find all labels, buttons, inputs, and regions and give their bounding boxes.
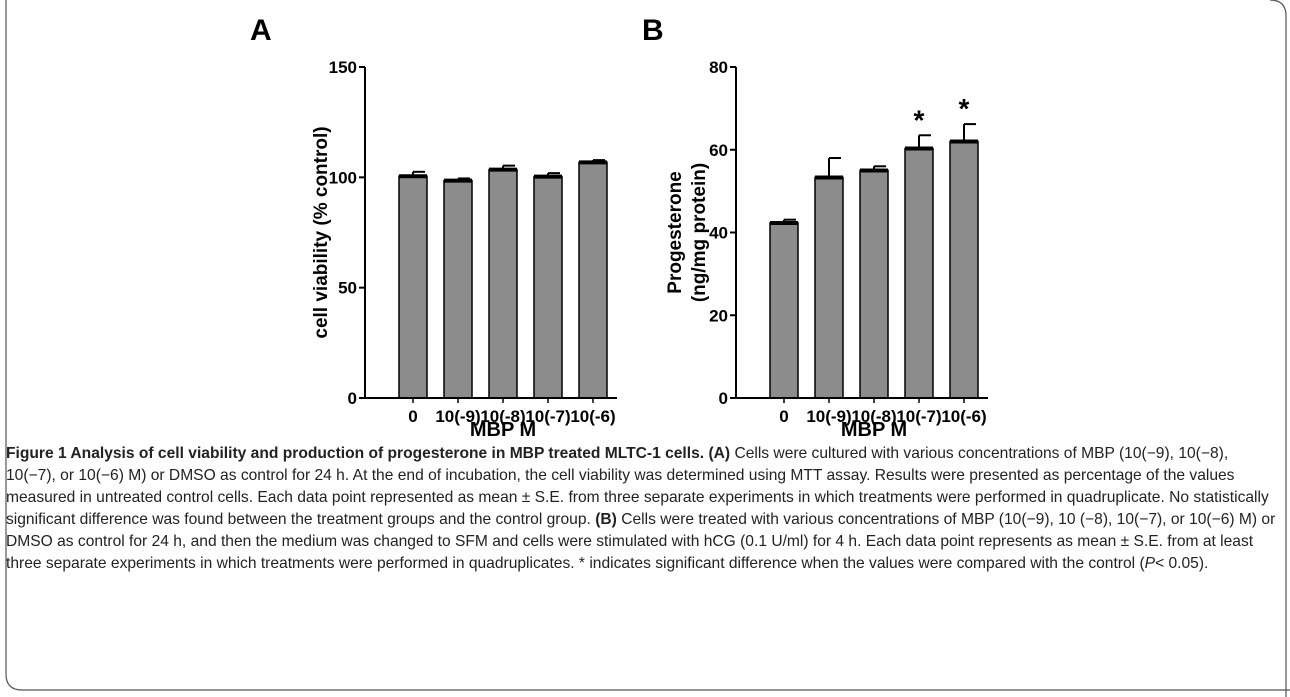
y-axis-title: (ng/mg protein) bbox=[689, 163, 710, 302]
x-axis-title: MBP M bbox=[841, 419, 907, 440]
chart-panel-a: A 0 10(-9) 10(-8) 10(-7) 10(-6) 0 50 100 150 cell … bbox=[250, 14, 617, 440]
y-tick-label: 100 bbox=[329, 168, 357, 187]
caption-part-a-text: Cells were cultured with various concent… bbox=[6, 445, 1269, 528]
y-tick-label: 150 bbox=[329, 58, 357, 77]
y-tick-label: 20 bbox=[709, 306, 728, 325]
bar bbox=[533, 175, 563, 399]
x-axis-title: MBP M bbox=[470, 419, 536, 440]
bar bbox=[859, 169, 889, 399]
y-tick-label: 0 bbox=[348, 389, 357, 408]
caption-part-a-label: (A) bbox=[708, 445, 731, 462]
bar bbox=[949, 140, 979, 399]
figure-caption: Figure 1 Analysis of cell viability and … bbox=[6, 443, 1276, 575]
bar bbox=[488, 168, 518, 399]
x-tick-label: 10(-8) bbox=[851, 407, 896, 426]
y-tick-label: 50 bbox=[338, 279, 357, 298]
x-tick-label: 10(-6) bbox=[570, 407, 615, 426]
y-tick-label: 80 bbox=[709, 58, 728, 77]
panel-letter: B bbox=[642, 14, 664, 47]
y-axis-title: cell viability (% control) bbox=[311, 126, 332, 338]
x-tick-label: 10(-6) bbox=[941, 407, 986, 426]
x-tick-label: 0 bbox=[408, 407, 417, 426]
significance-marker: * bbox=[959, 93, 970, 124]
caption-part-b-text: Cells were treated with various concentr… bbox=[6, 511, 1276, 572]
x-tick-label: 10(-7) bbox=[896, 407, 941, 426]
y-axis-title: Progesterone bbox=[665, 171, 686, 293]
bar bbox=[904, 147, 934, 399]
x-tick-label: 10(-9) bbox=[435, 407, 480, 426]
x-tick-label: 10(-7) bbox=[525, 407, 570, 426]
chart-panel-b: B 0 10(-9) 10(-8) * 10(-7) * 10(-6) 0 20 40 60 80 Pro… bbox=[642, 14, 988, 440]
significance-marker: * bbox=[914, 104, 925, 135]
bar bbox=[814, 176, 844, 399]
y-tick-label: 40 bbox=[709, 224, 728, 243]
caption-p-symbol: P bbox=[1144, 555, 1156, 572]
bar bbox=[443, 179, 473, 399]
x-tick-label: 10(-8) bbox=[480, 407, 525, 426]
x-tick-label: 10(-9) bbox=[806, 407, 851, 426]
x-tick-label: 0 bbox=[779, 407, 788, 426]
bar bbox=[769, 222, 799, 399]
caption-title: Figure 1 Analysis of cell viability and … bbox=[6, 445, 705, 462]
panel-letter: A bbox=[250, 14, 272, 47]
y-tick-label: 60 bbox=[709, 141, 728, 160]
caption-part-b-label: (B) bbox=[595, 511, 617, 528]
y-tick-label: 0 bbox=[719, 389, 728, 408]
bar bbox=[398, 175, 428, 399]
bar bbox=[578, 161, 608, 399]
caption-p-text: < 0.05). bbox=[1155, 555, 1209, 572]
